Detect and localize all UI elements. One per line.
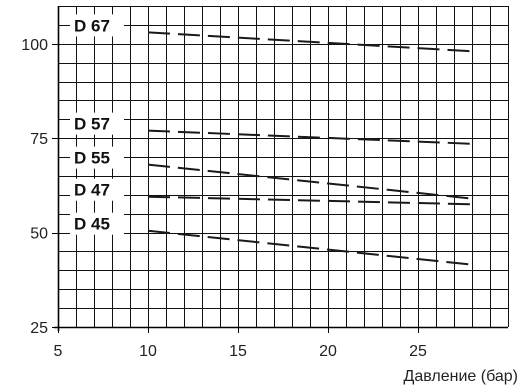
series-label-bg [70, 212, 124, 235]
series-line-d-67 [147, 31, 473, 53]
series-label: D 45 [74, 215, 110, 234]
series-label: D 67 [74, 16, 110, 35]
tick-labels: 25 50 75 100 5 10 15 20 25 [21, 37, 427, 360]
y-tick-label: 75 [30, 131, 48, 148]
grid [58, 6, 509, 328]
series-label-bg [70, 112, 124, 135]
x-tick-label: 20 [319, 343, 337, 360]
y-tick-label: 100 [21, 37, 48, 54]
series-line-d-47 [147, 195, 473, 206]
series-label-bg [70, 14, 124, 37]
y-tick-label: 50 [30, 226, 48, 243]
series-label: D 55 [74, 149, 110, 168]
x-tick-label: 25 [409, 343, 427, 360]
series-line-d-57 [147, 129, 473, 145]
series-label-bg [70, 146, 124, 169]
x-tick-label: 5 [54, 343, 63, 360]
x-tick-label: 15 [229, 343, 247, 360]
series-line-d-55 [147, 163, 473, 200]
series-line-d-45 [147, 229, 473, 266]
y-tick-label: 25 [30, 320, 48, 337]
series-label: D 47 [74, 181, 110, 200]
series-label-bg [70, 178, 124, 201]
series-lines [147, 31, 473, 266]
series-label: D 57 [74, 115, 110, 134]
x-tick-label: 10 [139, 343, 157, 360]
axes [54, 6, 508, 331]
series-labels: D 67 D 57 D 55 D 47 D 45 [70, 14, 124, 235]
x-axis-label: Давление (бар) [404, 368, 518, 385]
